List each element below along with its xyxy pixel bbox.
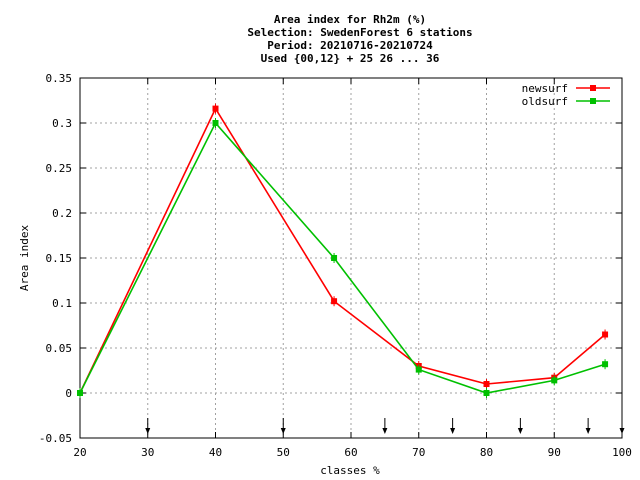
title-line-1: Area index for Rh2m (%) bbox=[274, 13, 426, 26]
title-line-2: Selection: SwedenForest 6 stations bbox=[247, 26, 472, 39]
x-tick-label: 80 bbox=[480, 446, 493, 459]
y-tick-label: 0.1 bbox=[52, 297, 72, 310]
axes: 20 30 40 50 60 70 80 90 100 -0.05 0 0.05 0.1 0.15 0.2 0… bbox=[39, 72, 632, 459]
y-axis-label: Area index bbox=[18, 225, 31, 292]
x-tick-label: 70 bbox=[412, 446, 425, 459]
legend-marker bbox=[590, 85, 596, 91]
x-tick-label: 50 bbox=[277, 446, 290, 459]
arrow-head bbox=[280, 428, 286, 434]
title-line-4: Used {00,12} + 25 26 ... 36 bbox=[261, 52, 440, 65]
arrow-head bbox=[145, 428, 151, 434]
y-tick-label: 0 bbox=[65, 387, 72, 400]
y-tick-label: 0.15 bbox=[46, 252, 73, 265]
legend-item-newsurf: newsurf bbox=[522, 82, 610, 95]
x-tick-label: 30 bbox=[141, 446, 154, 459]
y-tick-label: 0.05 bbox=[46, 342, 73, 355]
x-tick-label: 20 bbox=[73, 446, 86, 459]
x-tick-label: 60 bbox=[344, 446, 357, 459]
legend-item-oldsurf: oldsurf bbox=[522, 95, 610, 108]
arrow-marker bbox=[517, 418, 523, 434]
legend-marker bbox=[590, 98, 596, 104]
x-tick-label: 100 bbox=[612, 446, 632, 459]
arrow-marker bbox=[280, 418, 286, 434]
y-tick-label: -0.05 bbox=[39, 432, 72, 445]
arrow-head bbox=[619, 428, 625, 434]
arrow-head bbox=[382, 428, 388, 434]
x-axis-label: classes % bbox=[320, 464, 380, 477]
chart-title: Area index for Rh2m (%) Selection: Swede… bbox=[247, 13, 472, 65]
series-layer bbox=[77, 103, 609, 398]
arrow-head bbox=[585, 428, 591, 434]
series-oldsurf bbox=[77, 118, 609, 398]
series-newsurf bbox=[77, 103, 609, 398]
y-tick-label: 0.2 bbox=[52, 207, 72, 220]
y-tick-label: 0.3 bbox=[52, 117, 72, 130]
arrow-head bbox=[517, 428, 523, 434]
x-tick-label: 90 bbox=[548, 446, 561, 459]
arrow-marker bbox=[619, 418, 625, 434]
arrow-head bbox=[450, 428, 456, 434]
x-tick-label: 40 bbox=[209, 446, 222, 459]
plot-frame bbox=[79, 77, 623, 439]
legend-label: newsurf bbox=[522, 82, 568, 95]
arrow-marker bbox=[382, 418, 388, 434]
arrow-markers bbox=[145, 418, 625, 434]
title-line-3: Period: 20210716-20210724 bbox=[267, 39, 433, 52]
arrow-marker bbox=[145, 418, 151, 434]
grid bbox=[80, 78, 622, 438]
y-tick-label: 0.25 bbox=[46, 162, 73, 175]
legend-label: oldsurf bbox=[522, 95, 568, 108]
arrow-marker bbox=[450, 418, 456, 434]
arrow-marker bbox=[585, 418, 591, 434]
y-tick-label: 0.35 bbox=[46, 72, 73, 85]
series-line-newsurf bbox=[79, 106, 606, 394]
